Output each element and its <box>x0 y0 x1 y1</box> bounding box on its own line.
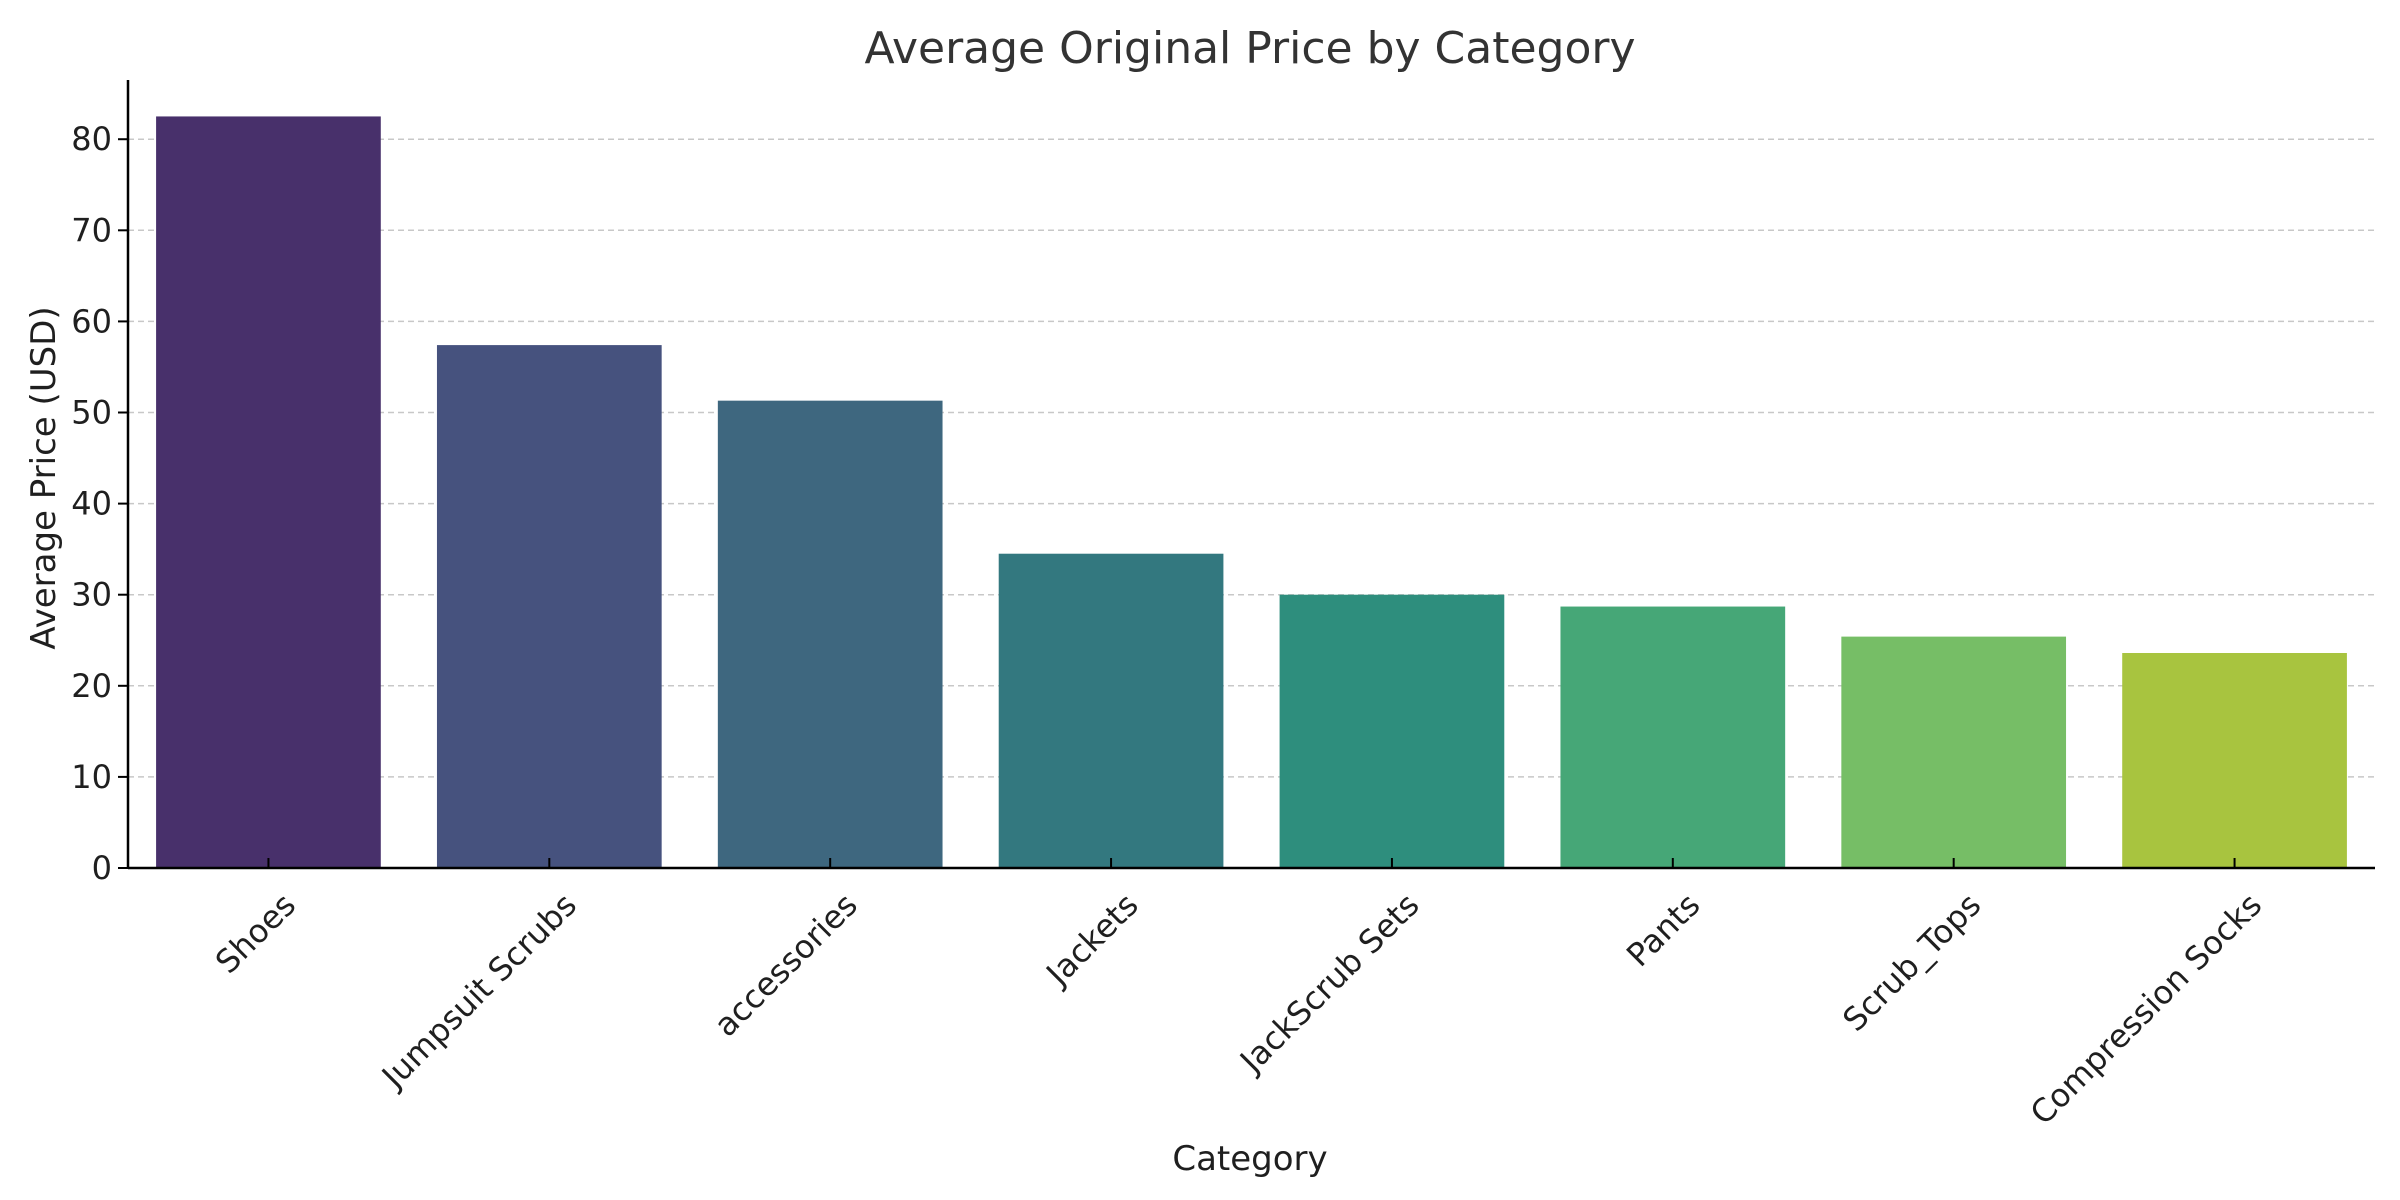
chart-title: Average Original Price by Category <box>864 23 1635 74</box>
y-tick-label: 20 <box>71 667 112 705</box>
y-tick-label: 40 <box>71 485 112 523</box>
bar <box>1841 636 2067 868</box>
x-tick-label: Jackets <box>1038 886 1146 994</box>
x-tick-label: Shoes <box>208 886 303 981</box>
x-tick-label: Scrub_Tops <box>1835 886 1988 1039</box>
x-tick-label: Pants <box>1619 886 1707 974</box>
x-tick-label: JackScrub Sets <box>1231 886 1426 1081</box>
bar <box>436 345 662 868</box>
bar <box>2122 653 2347 868</box>
bar <box>156 116 381 868</box>
y-tick-label: 70 <box>71 211 112 249</box>
bar <box>717 400 943 868</box>
y-tick-label: 0 <box>92 849 112 887</box>
y-tick-label: 30 <box>71 576 112 614</box>
x-axis-title: Category <box>1172 1139 1327 1179</box>
bar <box>998 553 1224 868</box>
y-axis-title: Average Price (USD) <box>24 306 64 649</box>
y-tick-label: 10 <box>71 758 112 796</box>
x-tick-label: Jumpsuit Scrubs <box>373 886 584 1097</box>
x-tick-label: Compression Socks <box>2023 886 2269 1132</box>
y-tick-label: 80 <box>71 120 112 158</box>
x-tick-label: accessories <box>707 886 865 1044</box>
bar <box>1279 594 1505 868</box>
y-tick-label: 50 <box>71 394 112 432</box>
bar <box>1560 606 1786 868</box>
bars <box>156 116 2347 868</box>
y-tick-label: 60 <box>71 302 112 340</box>
